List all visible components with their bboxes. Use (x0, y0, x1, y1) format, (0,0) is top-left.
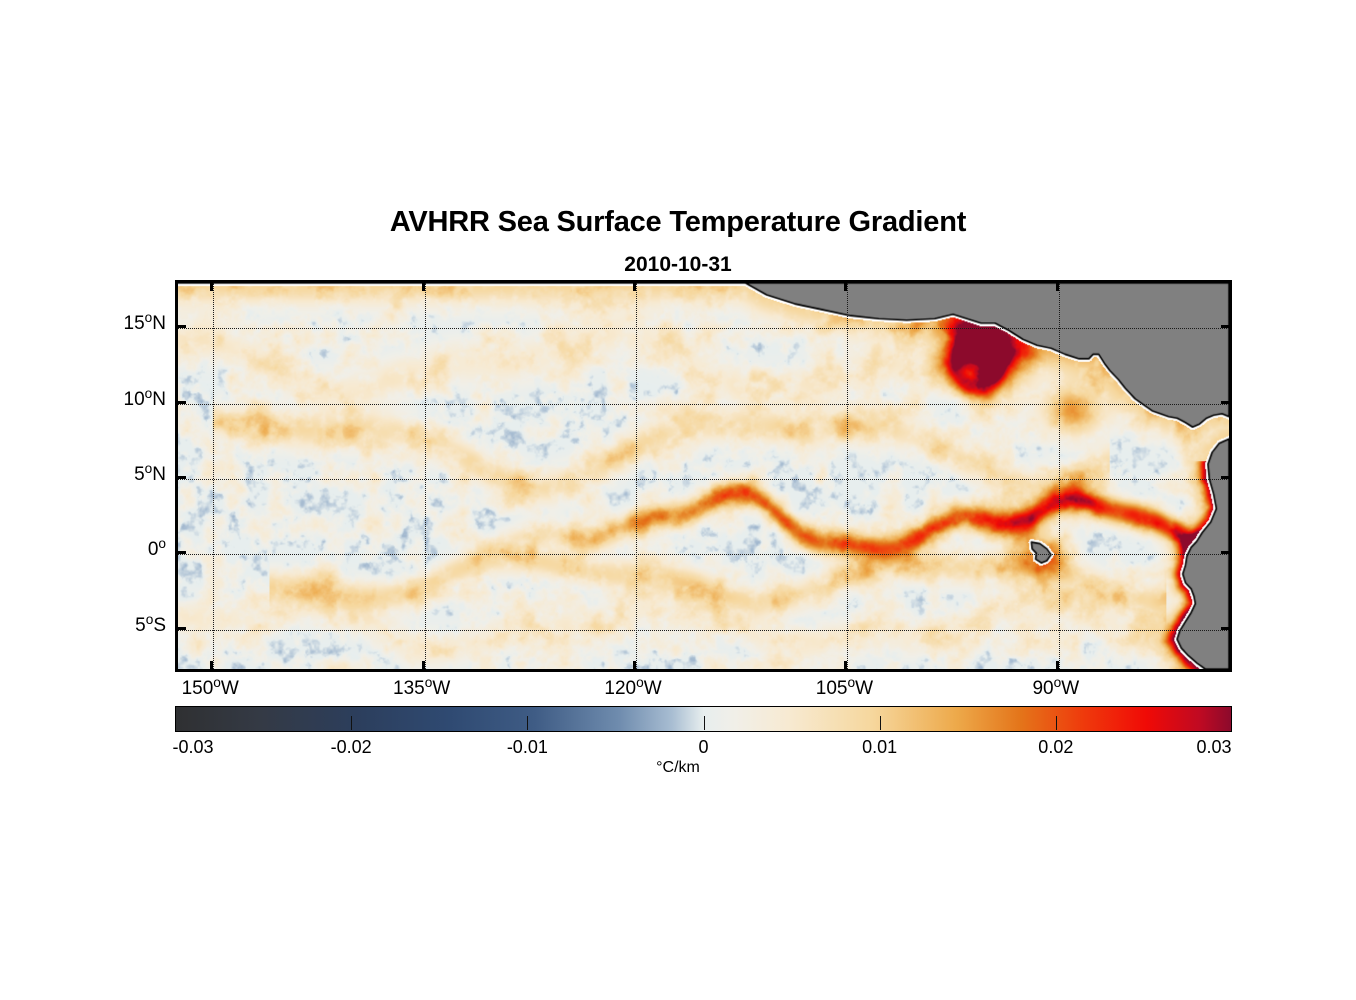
colorbar-tick-label: 0.02 (1038, 737, 1074, 757)
page-title: AVHRR Sea Surface Temperature Gradient (389, 206, 967, 238)
tick-mark-longitude (1055, 661, 1059, 672)
x-axis-tick-label: 135oW (393, 674, 451, 699)
colorbar-tick-label: -0.03 (172, 737, 214, 757)
map-axes (175, 280, 1232, 672)
y-axis-tick-label: 5oS (135, 611, 166, 636)
colorbar-tick-label: -0.01 (506, 737, 548, 757)
colorbar-unit-label: °C/km (656, 759, 700, 776)
tick-mark-longitude (210, 661, 214, 672)
x-axis-tick-label: 150oW (181, 674, 239, 699)
y-axis-tick-label: 5oN (134, 460, 166, 485)
tick-mark-latitude (175, 476, 186, 479)
tick-mark-longitude (421, 661, 425, 672)
tick-mark-latitude (175, 400, 186, 404)
tick-mark-latitude (1221, 476, 1232, 479)
x-axis-tick-label: 120oW (604, 674, 662, 699)
colorbar-tick-label: 0.01 (862, 737, 898, 757)
tick-mark-latitude (1221, 325, 1232, 329)
colorbar-tick-mark (703, 716, 705, 730)
tick-mark-latitude (175, 325, 186, 329)
colorbar-container (175, 706, 1232, 732)
tick-mark-longitude (844, 661, 848, 672)
y-axis-tick-label: 10oN (123, 385, 166, 410)
x-axis-tick-label: 105oW (815, 674, 874, 699)
colorbar-tick-mark (1055, 716, 1057, 730)
colorbar-tick-label: -0.02 (330, 737, 372, 757)
colorbar-tick-mark (879, 716, 881, 730)
tick-mark-longitude (633, 280, 637, 291)
tick-mark-latitude (1221, 400, 1232, 404)
colorbar-tick-label: 0.03 (1196, 737, 1232, 757)
tick-mark-latitude (1221, 551, 1232, 555)
tick-mark-longitude (633, 661, 637, 672)
tick-mark-longitude (210, 280, 214, 291)
tick-mark-latitude (175, 626, 186, 630)
colorbar-tick-label: 0 (698, 737, 709, 757)
colorbar-tick-mark (527, 716, 529, 730)
y-axis-tick-label: 15oN (123, 310, 166, 335)
chart-subtitle-date: 2010-10-31 (624, 253, 732, 276)
tick-mark-latitude (175, 551, 186, 555)
y-axis-tick-label: 0o (147, 536, 166, 561)
tick-mark-longitude (844, 280, 848, 291)
x-axis-tick-label: 90oW (1032, 674, 1080, 699)
tick-mark-longitude (421, 280, 425, 291)
colorbar-tick-mark (351, 716, 353, 730)
tick-mark-latitude (1221, 626, 1232, 630)
tick-mark-longitude (1055, 280, 1059, 291)
sst-gradient-heatmap (178, 283, 1229, 669)
